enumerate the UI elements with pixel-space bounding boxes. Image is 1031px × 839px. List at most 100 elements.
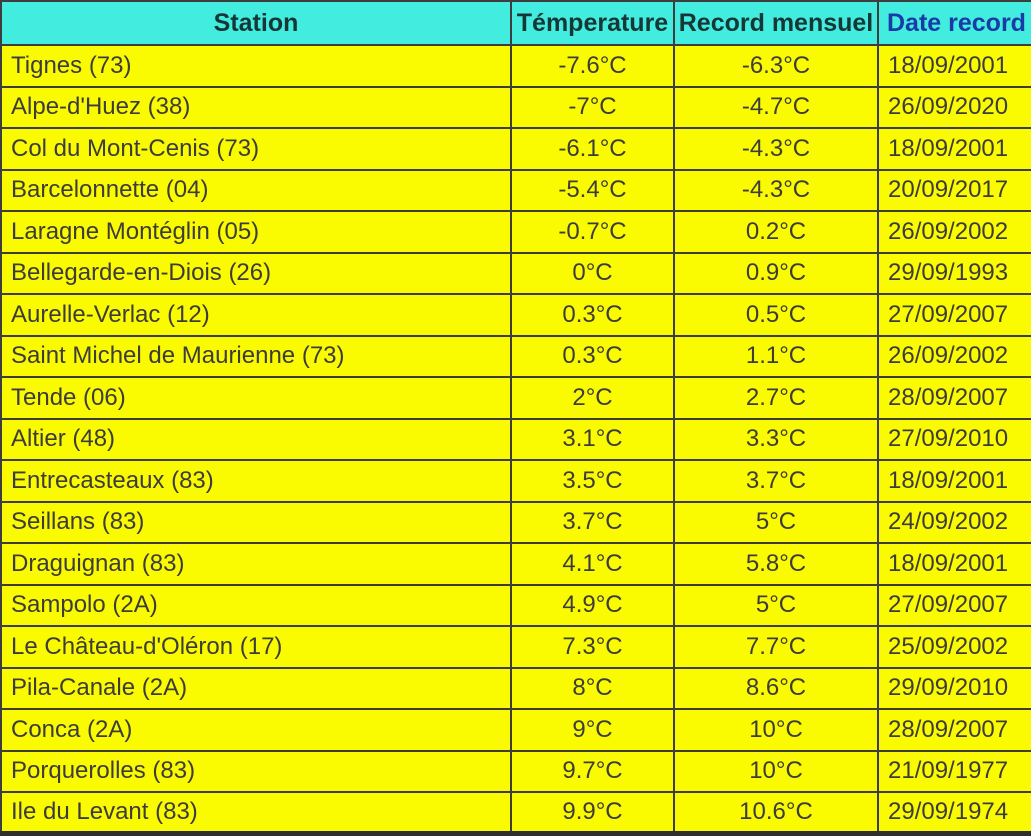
table-row: Bellegarde-en-Diois (26) 0°C 0.9°C 29/09… bbox=[0, 251, 1031, 295]
date-record-cell: 18/09/2001 bbox=[877, 127, 1031, 171]
record-mensuel-cell: -6.3°C bbox=[673, 44, 879, 88]
temperature-cell: 0°C bbox=[510, 251, 675, 295]
table-row: Porquerolles (83) 9.7°C 10°C 21/09/1977 bbox=[0, 749, 1031, 793]
temperature-cell: 7.3°C bbox=[510, 625, 675, 669]
record-mensuel-cell: 2.7°C bbox=[673, 376, 879, 420]
station-cell: Laragne Montéglin (05) bbox=[0, 210, 512, 254]
table-row: Tignes (73) -7.6°C -6.3°C 18/09/2001 bbox=[0, 44, 1031, 88]
date-record-cell: 27/09/2007 bbox=[877, 293, 1031, 337]
station-cell: Draguignan (83) bbox=[0, 542, 512, 586]
date-record-cell: 27/09/2007 bbox=[877, 583, 1031, 627]
record-mensuel-cell: -4.3°C bbox=[673, 168, 879, 212]
station-cell: Altier (48) bbox=[0, 417, 512, 461]
table-row: Sampolo (2A) 4.9°C 5°C 27/09/2007 bbox=[0, 583, 1031, 627]
date-record-cell: 29/09/1993 bbox=[877, 251, 1031, 295]
date-record-cell: 18/09/2001 bbox=[877, 44, 1031, 88]
station-cell: Aurelle-Verlac (12) bbox=[0, 293, 512, 337]
table-row: Col du Mont-Cenis (73) -6.1°C -4.3°C 18/… bbox=[0, 127, 1031, 171]
temperature-cell: 9.7°C bbox=[510, 749, 675, 793]
station-cell: Col du Mont-Cenis (73) bbox=[0, 127, 512, 171]
table-row: Altier (48) 3.1°C 3.3°C 27/09/2010 bbox=[0, 417, 1031, 461]
date-record-cell: 28/09/2007 bbox=[877, 376, 1031, 420]
table-row: Entrecasteaux (83) 3.5°C 3.7°C 18/09/200… bbox=[0, 459, 1031, 503]
table-row: Draguignan (83) 4.1°C 5.8°C 18/09/2001 bbox=[0, 542, 1031, 586]
table-row: Le Château-d'Oléron (17) 7.3°C 7.7°C 25/… bbox=[0, 625, 1031, 669]
table-row: Ile du Levant (83) 9.9°C 10.6°C 29/09/19… bbox=[0, 791, 1031, 836]
station-cell: Barcelonnette (04) bbox=[0, 168, 512, 212]
table-row: Tende (06) 2°C 2.7°C 28/09/2007 bbox=[0, 376, 1031, 420]
station-cell: Conca (2A) bbox=[0, 708, 512, 752]
record-mensuel-cell: 8.6°C bbox=[673, 666, 879, 710]
station-cell: Seillans (83) bbox=[0, 500, 512, 544]
column-header-station: Station bbox=[0, 0, 512, 46]
temperature-cell: -7.6°C bbox=[510, 44, 675, 88]
station-cell: Saint Michel de Maurienne (73) bbox=[0, 334, 512, 378]
temperature-cell: 2°C bbox=[510, 376, 675, 420]
date-record-cell: 26/09/2020 bbox=[877, 85, 1031, 129]
record-mensuel-cell: -4.7°C bbox=[673, 85, 879, 129]
table-row: Saint Michel de Maurienne (73) 0.3°C 1.1… bbox=[0, 334, 1031, 378]
temperature-cell: 3.1°C bbox=[510, 417, 675, 461]
temperature-cell: 9°C bbox=[510, 708, 675, 752]
record-mensuel-cell: 0.5°C bbox=[673, 293, 879, 337]
date-record-cell: 26/09/2002 bbox=[877, 334, 1031, 378]
table-header: Station Témperature Record mensuel Date … bbox=[0, 0, 1031, 46]
temperature-cell: 4.9°C bbox=[510, 583, 675, 627]
record-mensuel-cell: 7.7°C bbox=[673, 625, 879, 669]
table-row: Pila-Canale (2A) 8°C 8.6°C 29/09/2010 bbox=[0, 666, 1031, 710]
table-row: Seillans (83) 3.7°C 5°C 24/09/2002 bbox=[0, 500, 1031, 544]
temperature-cell: -6.1°C bbox=[510, 127, 675, 171]
table-row: Barcelonnette (04) -5.4°C -4.3°C 20/09/2… bbox=[0, 168, 1031, 212]
column-header-temperature: Témperature bbox=[510, 0, 675, 46]
date-record-cell: 20/09/2017 bbox=[877, 168, 1031, 212]
table-body: Tignes (73) -7.6°C -6.3°C 18/09/2001 Alp… bbox=[0, 44, 1031, 836]
station-cell: Tende (06) bbox=[0, 376, 512, 420]
station-cell: Ile du Levant (83) bbox=[0, 791, 512, 836]
record-mensuel-cell: 1.1°C bbox=[673, 334, 879, 378]
date-record-cell: 29/09/2010 bbox=[877, 666, 1031, 710]
column-header-record-mensuel: Record mensuel bbox=[673, 0, 879, 46]
date-record-cell: 24/09/2002 bbox=[877, 500, 1031, 544]
table-row: Laragne Montéglin (05) -0.7°C 0.2°C 26/0… bbox=[0, 210, 1031, 254]
temperature-cell: 8°C bbox=[510, 666, 675, 710]
station-cell: Alpe-d'Huez (38) bbox=[0, 85, 512, 129]
station-cell: Sampolo (2A) bbox=[0, 583, 512, 627]
station-cell: Bellegarde-en-Diois (26) bbox=[0, 251, 512, 295]
station-cell: Pila-Canale (2A) bbox=[0, 666, 512, 710]
record-mensuel-cell: 0.2°C bbox=[673, 210, 879, 254]
temperature-cell: 0.3°C bbox=[510, 293, 675, 337]
temperature-cell: 9.9°C bbox=[510, 791, 675, 836]
temperature-cell: 4.1°C bbox=[510, 542, 675, 586]
temperature-cell: -7°C bbox=[510, 85, 675, 129]
record-mensuel-cell: 10°C bbox=[673, 708, 879, 752]
temperature-cell: 0.3°C bbox=[510, 334, 675, 378]
record-mensuel-cell: 3.3°C bbox=[673, 417, 879, 461]
table-row: Alpe-d'Huez (38) -7°C -4.7°C 26/09/2020 bbox=[0, 85, 1031, 129]
temperature-cell: 3.5°C bbox=[510, 459, 675, 503]
station-cell: Le Château-d'Oléron (17) bbox=[0, 625, 512, 669]
record-mensuel-cell: 5.8°C bbox=[673, 542, 879, 586]
record-mensuel-cell: 10.6°C bbox=[673, 791, 879, 836]
date-record-cell: 26/09/2002 bbox=[877, 210, 1031, 254]
station-cell: Porquerolles (83) bbox=[0, 749, 512, 793]
date-record-cell: 28/09/2007 bbox=[877, 708, 1031, 752]
station-cell: Tignes (73) bbox=[0, 44, 512, 88]
record-mensuel-cell: 3.7°C bbox=[673, 459, 879, 503]
record-mensuel-cell: 0.9°C bbox=[673, 251, 879, 295]
record-mensuel-cell: 10°C bbox=[673, 749, 879, 793]
record-mensuel-cell: 5°C bbox=[673, 583, 879, 627]
temperature-cell: -5.4°C bbox=[510, 168, 675, 212]
record-mensuel-cell: 5°C bbox=[673, 500, 879, 544]
table-row: Aurelle-Verlac (12) 0.3°C 0.5°C 27/09/20… bbox=[0, 293, 1031, 337]
date-record-cell: 25/09/2002 bbox=[877, 625, 1031, 669]
header-row: Station Témperature Record mensuel Date … bbox=[0, 0, 1031, 46]
table-row: Conca (2A) 9°C 10°C 28/09/2007 bbox=[0, 708, 1031, 752]
date-record-cell: 27/09/2010 bbox=[877, 417, 1031, 461]
date-record-cell: 18/09/2001 bbox=[877, 459, 1031, 503]
temperature-cell: 3.7°C bbox=[510, 500, 675, 544]
date-record-cell: 18/09/2001 bbox=[877, 542, 1031, 586]
column-header-date-record: Date record bbox=[877, 0, 1031, 46]
temperature-cell: -0.7°C bbox=[510, 210, 675, 254]
station-cell: Entrecasteaux (83) bbox=[0, 459, 512, 503]
